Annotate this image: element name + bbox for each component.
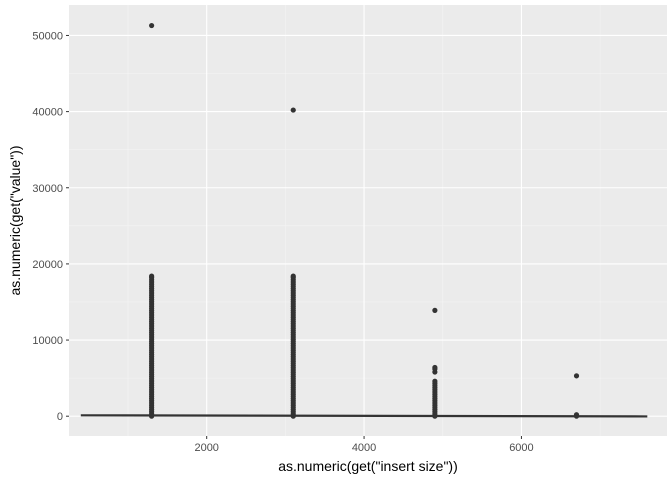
data-point-outlier [149, 22, 155, 29]
y-tick-label: 0 [57, 411, 63, 423]
data-point-outlier [432, 307, 438, 313]
data-point-outlier [290, 107, 296, 113]
data-point-outlier [573, 373, 580, 379]
plot-panel [69, 5, 667, 436]
x-tick-label: 4000 [352, 442, 376, 454]
x-axis-title: as.numeric(get("insert size")) [278, 458, 458, 474]
y-tick-label: 30000 [32, 183, 63, 195]
y-axis-title: as.numeric(get("value")) [7, 146, 23, 296]
data-point [290, 273, 296, 279]
tick-labels: 2000 4000 6000 0 10000 20000 30000 40000 50000 [32, 30, 533, 454]
y-tick-label: 20000 [32, 259, 63, 271]
x-tick-label: 6000 [509, 442, 533, 454]
data-points [149, 22, 580, 419]
y-tick-label: 40000 [32, 107, 63, 119]
y-tick-label: 50000 [32, 30, 63, 42]
data-point [149, 273, 155, 279]
axis-ticks [66, 34, 522, 439]
trend-line [80, 414, 648, 418]
y-tick-label: 10000 [32, 335, 63, 347]
data-point-outlier [432, 364, 438, 371]
minor-gridlines [69, 5, 667, 436]
data-point [432, 378, 438, 384]
trend-lines [80, 414, 648, 418]
x-tick-label: 2000 [194, 442, 218, 454]
